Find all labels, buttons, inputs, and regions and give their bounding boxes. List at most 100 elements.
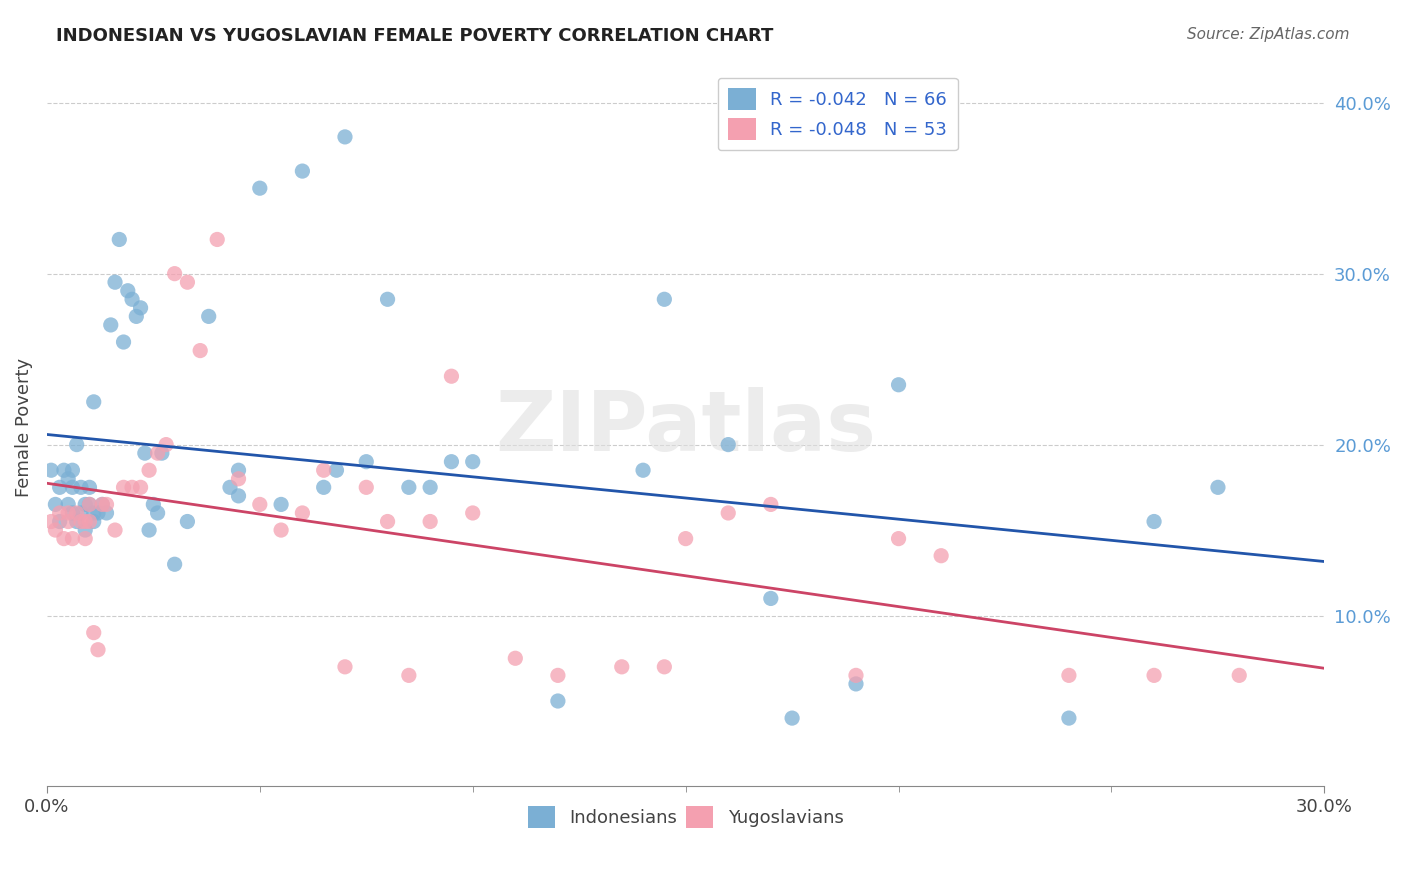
- Point: [83, 506, 105, 520]
- Point: [48, 480, 70, 494]
- Point: [440, 455, 463, 469]
- Text: Source: ZipAtlas.com: Source: ZipAtlas.com: [1187, 27, 1350, 42]
- Point: [291, 164, 314, 178]
- Point: [138, 463, 160, 477]
- Point: [461, 506, 484, 520]
- Point: [39, 463, 62, 477]
- Point: [398, 668, 420, 682]
- Point: [356, 455, 378, 469]
- Point: [70, 515, 93, 529]
- Point: [398, 480, 420, 494]
- Point: [887, 532, 910, 546]
- Point: [1057, 668, 1080, 682]
- Point: [79, 515, 101, 529]
- Point: [66, 506, 89, 520]
- Point: [377, 293, 399, 307]
- Point: [270, 523, 292, 537]
- Point: [91, 497, 114, 511]
- Point: [129, 480, 152, 494]
- Point: [146, 446, 169, 460]
- Point: [419, 515, 441, 529]
- Point: [1143, 668, 1166, 682]
- Point: [312, 463, 335, 477]
- Point: [270, 497, 292, 511]
- Point: [845, 668, 868, 682]
- Point: [163, 267, 186, 281]
- Text: ZIPatlas: ZIPatlas: [495, 387, 876, 468]
- Point: [138, 523, 160, 537]
- Point: [121, 293, 143, 307]
- Point: [56, 506, 79, 520]
- Point: [56, 472, 79, 486]
- Point: [83, 395, 105, 409]
- Point: [79, 480, 101, 494]
- Point: [96, 497, 118, 511]
- Point: [52, 463, 75, 477]
- Point: [675, 532, 697, 546]
- Point: [759, 497, 782, 511]
- Point: [845, 677, 868, 691]
- Point: [150, 446, 173, 460]
- Point: [176, 275, 198, 289]
- Point: [1057, 711, 1080, 725]
- Point: [419, 480, 441, 494]
- Point: [100, 318, 122, 332]
- Point: [70, 480, 93, 494]
- Point: [505, 651, 527, 665]
- Legend: Indonesians, Yugoslavians: Indonesians, Yugoslavians: [520, 798, 851, 835]
- Point: [291, 506, 314, 520]
- Point: [654, 293, 676, 307]
- Point: [654, 660, 676, 674]
- Point: [129, 301, 152, 315]
- Point: [440, 369, 463, 384]
- Point: [62, 506, 84, 520]
- Point: [146, 506, 169, 520]
- Text: INDONESIAN VS YUGOSLAVIAN FEMALE POVERTY CORRELATION CHART: INDONESIAN VS YUGOSLAVIAN FEMALE POVERTY…: [56, 27, 773, 45]
- Point: [117, 284, 139, 298]
- Point: [56, 497, 79, 511]
- Point: [610, 660, 633, 674]
- Point: [155, 437, 177, 451]
- Point: [717, 437, 740, 451]
- Point: [79, 497, 101, 511]
- Point: [197, 310, 219, 324]
- Point: [377, 515, 399, 529]
- Point: [48, 515, 70, 529]
- Point: [188, 343, 211, 358]
- Point: [104, 523, 127, 537]
- Point: [56, 515, 79, 529]
- Point: [39, 515, 62, 529]
- Point: [356, 480, 378, 494]
- Point: [48, 506, 70, 520]
- Point: [125, 310, 148, 324]
- Point: [780, 711, 803, 725]
- Point: [759, 591, 782, 606]
- Point: [96, 506, 118, 520]
- Point: [547, 694, 569, 708]
- Point: [887, 377, 910, 392]
- Point: [75, 515, 97, 529]
- Point: [219, 480, 242, 494]
- Point: [44, 523, 66, 537]
- Point: [66, 515, 89, 529]
- Point: [1206, 480, 1229, 494]
- Point: [75, 523, 97, 537]
- Point: [1227, 668, 1250, 682]
- Point: [79, 497, 101, 511]
- Point: [717, 506, 740, 520]
- Point: [75, 497, 97, 511]
- Point: [163, 558, 186, 572]
- Point: [112, 480, 135, 494]
- Point: [91, 497, 114, 511]
- Y-axis label: Female Poverty: Female Poverty: [15, 358, 32, 497]
- Point: [333, 129, 356, 144]
- Point: [66, 437, 89, 451]
- Point: [547, 668, 569, 682]
- Point: [104, 275, 127, 289]
- Point: [70, 506, 93, 520]
- Point: [461, 455, 484, 469]
- Point: [228, 472, 250, 486]
- Point: [87, 506, 110, 520]
- Point: [75, 532, 97, 546]
- Point: [249, 497, 271, 511]
